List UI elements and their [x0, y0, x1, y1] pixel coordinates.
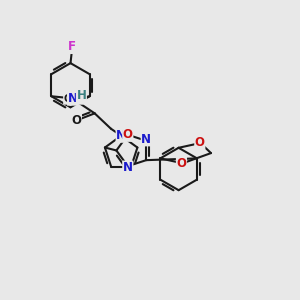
- Text: O: O: [123, 128, 133, 141]
- Text: N: N: [123, 161, 133, 174]
- Text: F: F: [68, 40, 76, 53]
- Text: N: N: [68, 92, 78, 105]
- Text: CH₃: CH₃: [64, 94, 83, 104]
- Text: O: O: [195, 136, 205, 149]
- Text: O: O: [176, 157, 187, 170]
- Text: N: N: [141, 133, 151, 146]
- Text: N: N: [116, 129, 126, 142]
- Text: H: H: [76, 88, 86, 102]
- Text: O: O: [71, 114, 81, 127]
